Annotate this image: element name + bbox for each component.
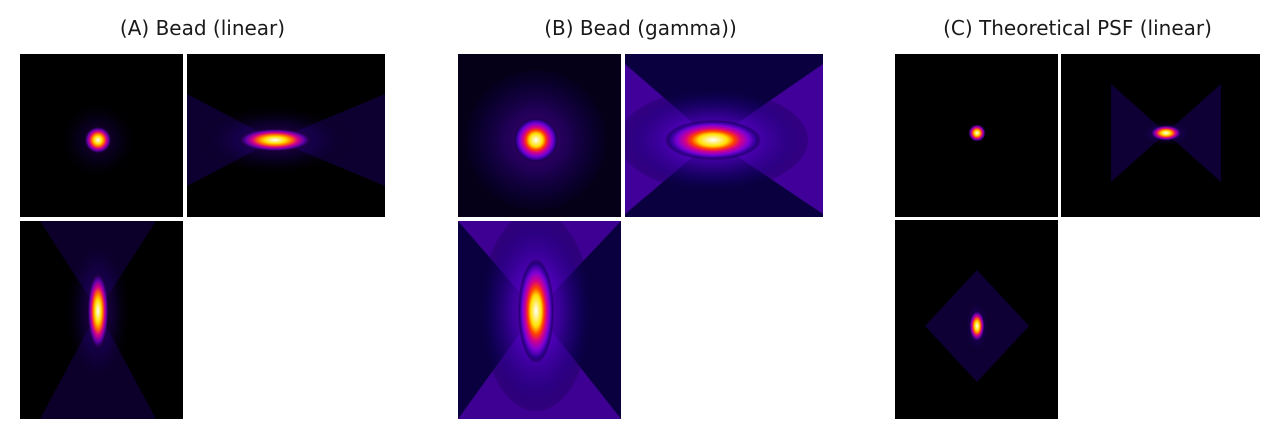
panel-a-xz-image — [187, 54, 385, 217]
panel-b-xz-image — [625, 54, 823, 217]
panel-b-title: (B) Bead (gamma)) — [544, 16, 737, 40]
panel-a-xy-image — [20, 54, 183, 217]
panel-b-xy-image — [458, 54, 621, 217]
panel-b-yz-image — [458, 221, 621, 419]
panel-c-xz-image — [1061, 54, 1260, 217]
panel-c-title: (C) Theoretical PSF (linear) — [943, 16, 1212, 40]
panel-a-yz-image — [20, 221, 183, 419]
panel-a-title: (A) Bead (linear) — [119, 16, 286, 40]
panel-c-xy-image — [895, 54, 1058, 217]
panel-c-yz-image — [895, 220, 1058, 419]
